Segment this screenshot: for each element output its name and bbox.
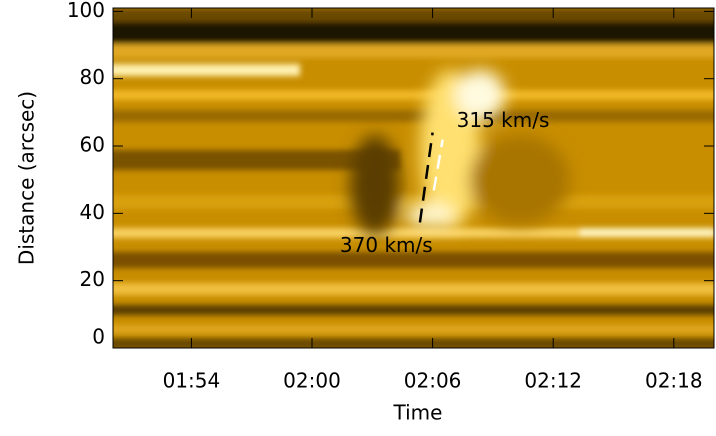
x-tick-label: 02:12 <box>524 369 582 393</box>
y-tick-label: 20 <box>80 267 105 291</box>
fit-label: 370 km/s <box>340 233 433 257</box>
x-tick-label: 02:18 <box>645 369 703 393</box>
y-tick-label: 80 <box>80 65 105 89</box>
y-tick-label: 40 <box>80 200 105 224</box>
y-axis-label: Distance (arcsec) <box>15 91 39 265</box>
fit-line <box>432 139 444 191</box>
x-axis-label: Time <box>393 401 443 425</box>
image <box>113 8 714 348</box>
y-tick-label: 60 <box>80 133 105 157</box>
fit-line <box>418 132 434 223</box>
fit-label: 315 km/s <box>457 108 550 132</box>
x-tick-label: 01:54 <box>163 369 221 393</box>
y-tick-label: 0 <box>92 325 105 349</box>
x-tick-label: 02:06 <box>404 369 462 393</box>
plot-frame <box>112 7 715 349</box>
x-tick-label: 02:00 <box>283 369 341 393</box>
y-tick-label: 100 <box>67 0 105 22</box>
